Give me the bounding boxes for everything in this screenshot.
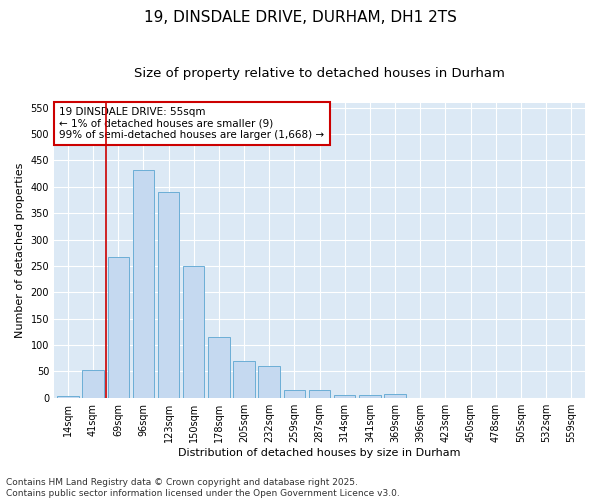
Bar	[107, 257, 129, 398]
Bar	[385, 394, 406, 398]
Text: Contains HM Land Registry data © Crown copyright and database right 2025.
Contai: Contains HM Land Registry data © Crown c…	[6, 478, 400, 498]
X-axis label: Distribution of detached houses by size in Durham: Distribution of detached houses by size …	[178, 448, 461, 458]
Bar	[259, 366, 280, 398]
Bar	[233, 361, 255, 398]
Bar	[82, 370, 104, 398]
Bar	[133, 170, 154, 398]
Title: Size of property relative to detached houses in Durham: Size of property relative to detached ho…	[134, 68, 505, 80]
Bar	[309, 390, 330, 398]
Bar	[359, 395, 380, 398]
Y-axis label: Number of detached properties: Number of detached properties	[15, 162, 25, 338]
Bar	[284, 390, 305, 398]
Text: 19 DINSDALE DRIVE: 55sqm
← 1% of detached houses are smaller (9)
99% of semi-det: 19 DINSDALE DRIVE: 55sqm ← 1% of detache…	[59, 107, 325, 140]
Bar	[208, 336, 230, 398]
Bar	[158, 192, 179, 398]
Bar	[183, 266, 205, 398]
Text: 19, DINSDALE DRIVE, DURHAM, DH1 2TS: 19, DINSDALE DRIVE, DURHAM, DH1 2TS	[143, 10, 457, 25]
Bar	[57, 396, 79, 398]
Bar	[334, 395, 355, 398]
